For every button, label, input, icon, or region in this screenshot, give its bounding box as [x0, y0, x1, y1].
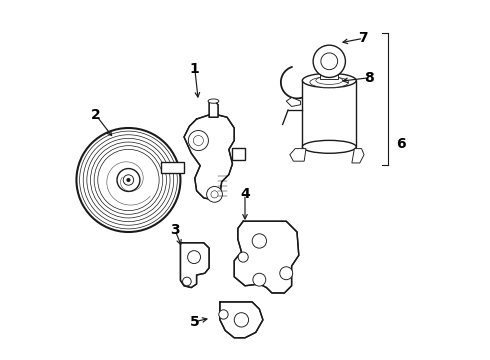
Circle shape	[211, 191, 218, 198]
Polygon shape	[320, 73, 338, 79]
Polygon shape	[161, 162, 184, 173]
Circle shape	[321, 53, 338, 70]
Circle shape	[313, 45, 345, 77]
Polygon shape	[234, 221, 299, 293]
Polygon shape	[180, 243, 209, 288]
Ellipse shape	[208, 99, 219, 103]
Circle shape	[219, 310, 228, 319]
Circle shape	[253, 273, 266, 286]
Polygon shape	[290, 149, 306, 161]
Ellipse shape	[316, 77, 343, 85]
Text: 1: 1	[190, 62, 199, 76]
Circle shape	[280, 267, 293, 280]
Polygon shape	[352, 149, 364, 163]
Ellipse shape	[302, 73, 356, 87]
Circle shape	[188, 131, 208, 150]
Polygon shape	[209, 101, 218, 117]
Circle shape	[188, 251, 200, 264]
Text: 6: 6	[396, 137, 406, 151]
Text: 7: 7	[359, 31, 368, 45]
Polygon shape	[232, 148, 245, 160]
Circle shape	[207, 186, 222, 202]
Circle shape	[183, 277, 191, 286]
Circle shape	[76, 128, 180, 232]
Polygon shape	[286, 98, 300, 107]
Circle shape	[194, 135, 203, 145]
Circle shape	[252, 234, 267, 248]
Text: 8: 8	[364, 71, 373, 85]
Ellipse shape	[302, 140, 356, 153]
Text: 3: 3	[170, 223, 180, 237]
Text: 2: 2	[91, 108, 101, 122]
Text: 5: 5	[190, 315, 199, 329]
Ellipse shape	[310, 77, 349, 87]
Circle shape	[123, 175, 134, 185]
Circle shape	[234, 313, 248, 327]
Text: 4: 4	[240, 187, 250, 201]
Circle shape	[117, 168, 140, 192]
Circle shape	[238, 252, 248, 262]
Polygon shape	[184, 114, 234, 200]
Polygon shape	[302, 81, 356, 147]
Circle shape	[126, 178, 130, 182]
Polygon shape	[220, 302, 263, 338]
